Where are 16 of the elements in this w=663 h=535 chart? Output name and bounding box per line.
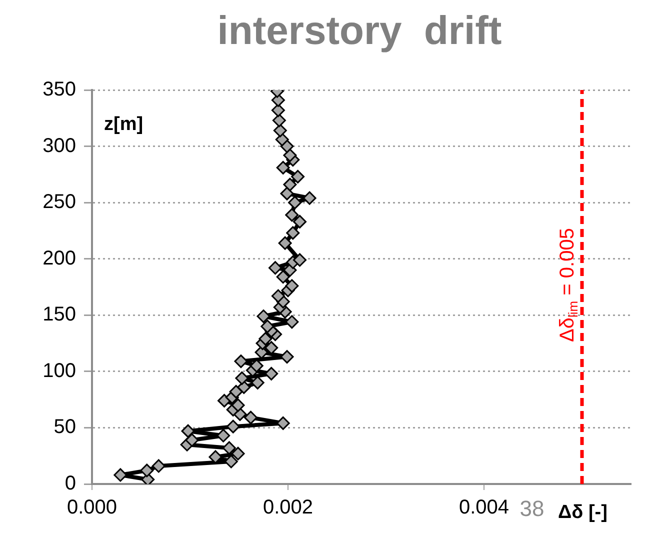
chart-title: interstory drift	[217, 9, 502, 54]
text: 38	[520, 496, 544, 522]
y-tick-label: 100	[42, 360, 76, 382]
y-tick-label: 150	[42, 304, 76, 326]
y-tick-label: 300	[42, 134, 76, 157]
y-axis-title: z[m]	[104, 114, 144, 136]
y-tick-label: 200	[42, 247, 76, 270]
y-tick-label: 50	[54, 416, 76, 438]
x-axis-title: Δδ [-]	[558, 502, 608, 524]
x-tick-label: 0.002	[262, 496, 314, 519]
x-tick-label: 0.000	[66, 496, 118, 519]
y-tick-label: 0	[64, 472, 76, 495]
x-tick-label: 0.004	[458, 496, 510, 519]
y-tick-label: 250	[42, 191, 76, 214]
ref-line-label: Δδlim = 0.005	[556, 228, 581, 342]
y-tick-label: 350	[42, 78, 76, 101]
